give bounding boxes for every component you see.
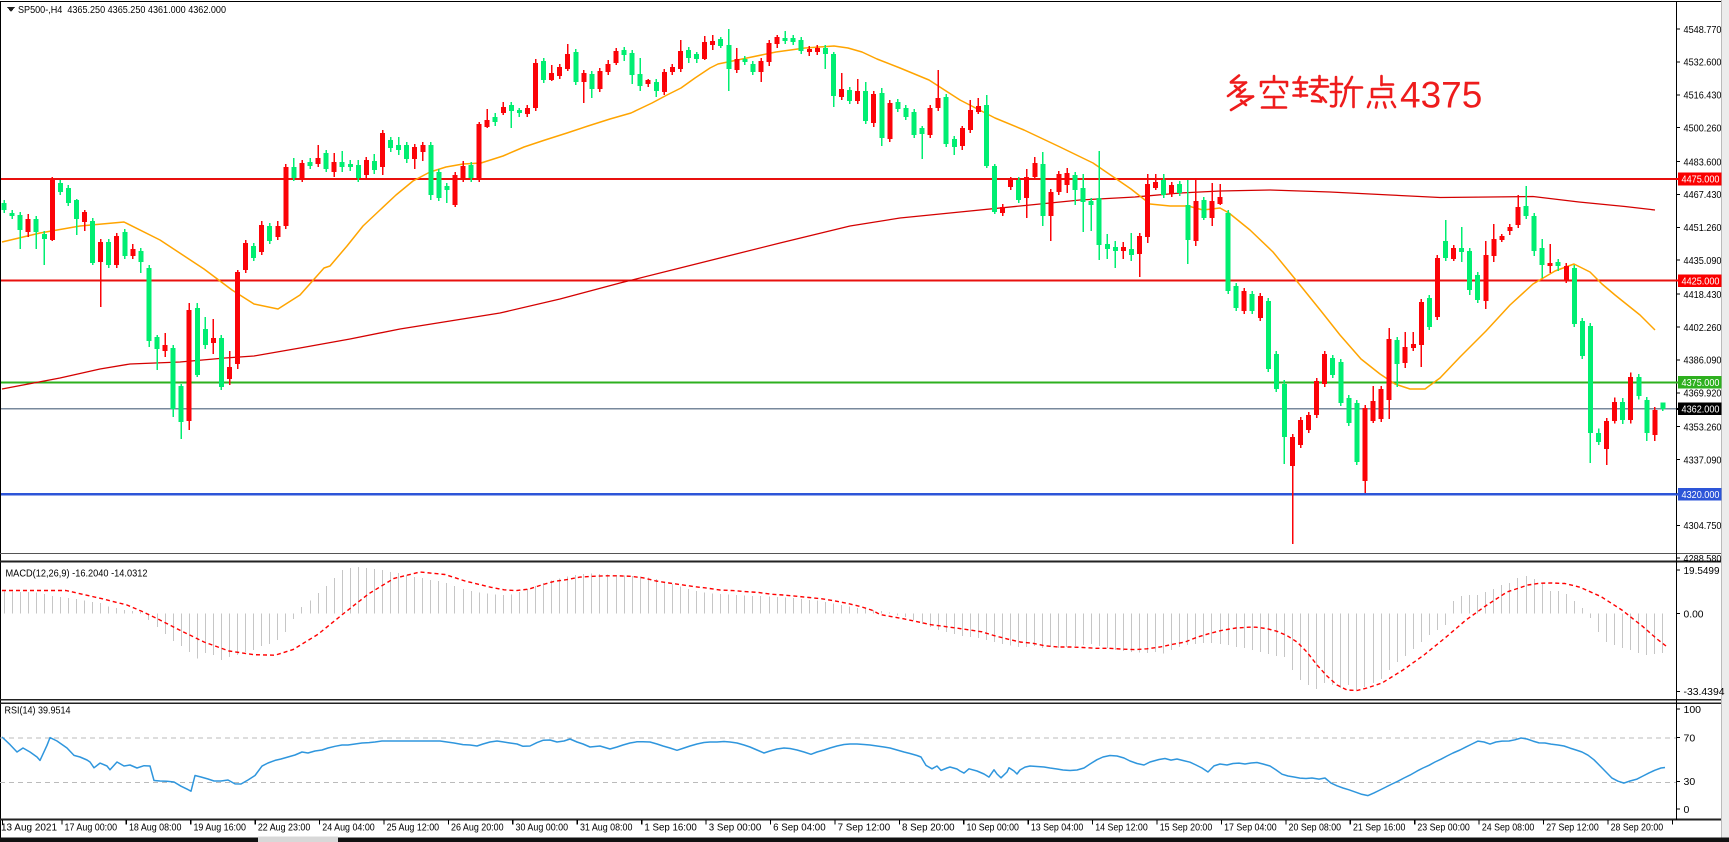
svg-text:21 Sep 16:00: 21 Sep 16:00 [1353, 823, 1406, 834]
svg-text:4288.580: 4288.580 [1684, 553, 1722, 565]
svg-text:6 Sep 04:00: 6 Sep 04:00 [773, 823, 826, 834]
svg-text:4467.430: 4467.430 [1684, 189, 1722, 201]
svg-text:4516.430: 4516.430 [1684, 90, 1722, 102]
svg-text:-33.4394: -33.4394 [1684, 686, 1725, 698]
svg-text:4362.000: 4362.000 [1682, 404, 1720, 416]
svg-text:22 Aug 23:00: 22 Aug 23:00 [258, 823, 311, 834]
svg-text:10 Sep 00:00: 10 Sep 00:00 [966, 823, 1019, 834]
svg-text:27 Sep 12:00: 27 Sep 12:00 [1546, 823, 1599, 834]
svg-text:0: 0 [1684, 804, 1690, 816]
svg-text:25 Aug 12:00: 25 Aug 12:00 [387, 823, 440, 834]
svg-text:18 Aug 08:00: 18 Aug 08:00 [129, 823, 182, 834]
svg-text:4337.090: 4337.090 [1684, 454, 1722, 466]
svg-text:4500.260: 4500.260 [1684, 123, 1722, 135]
svg-text:4304.750: 4304.750 [1684, 520, 1722, 532]
svg-text:0.00: 0.00 [1684, 608, 1704, 620]
svg-text:13 Aug 2021: 13 Aug 2021 [1, 823, 57, 834]
svg-text:4483.600: 4483.600 [1684, 156, 1722, 168]
svg-text:4353.260: 4353.260 [1684, 421, 1722, 433]
svg-text:100: 100 [1684, 704, 1702, 716]
svg-text:SP500-,H4 4365.250 4365.250 4: SP500-,H4 4365.250 4365.250 4361.000 436… [18, 4, 226, 16]
svg-text:4320.000: 4320.000 [1682, 489, 1720, 501]
svg-text:70: 70 [1684, 733, 1696, 745]
svg-text:17 Sep 04:00: 17 Sep 04:00 [1224, 823, 1277, 834]
svg-text:23 Sep 00:00: 23 Sep 00:00 [1417, 823, 1470, 834]
svg-text:24 Sep 08:00: 24 Sep 08:00 [1482, 823, 1535, 834]
svg-text:4548.770: 4548.770 [1684, 24, 1722, 36]
svg-text:4369.920: 4369.920 [1684, 388, 1722, 400]
svg-text:MACD(12,26,9) -16.2040 -14.031: MACD(12,26,9) -16.2040 -14.0312 [6, 567, 148, 579]
svg-text:26 Aug 20:00: 26 Aug 20:00 [451, 823, 504, 834]
svg-text:30: 30 [1684, 776, 1696, 788]
svg-text:19 Aug 16:00: 19 Aug 16:00 [193, 823, 246, 834]
svg-text:15 Sep 20:00: 15 Sep 20:00 [1160, 823, 1213, 834]
svg-text:3 Sep 00:00: 3 Sep 00:00 [709, 823, 762, 834]
svg-text:4418.430: 4418.430 [1684, 289, 1722, 301]
svg-text:RSI(14) 39.9514: RSI(14) 39.9514 [5, 704, 71, 716]
svg-text:4435.090: 4435.090 [1684, 255, 1722, 267]
svg-text:4475.000: 4475.000 [1682, 174, 1720, 186]
svg-text:17 Aug 00:00: 17 Aug 00:00 [65, 823, 118, 834]
svg-text:24 Aug 04:00: 24 Aug 04:00 [322, 823, 375, 834]
svg-text:13 Sep 04:00: 13 Sep 04:00 [1031, 823, 1084, 834]
svg-text:31 Aug 08:00: 31 Aug 08:00 [580, 823, 633, 834]
svg-text:4386.090: 4386.090 [1684, 355, 1722, 367]
svg-text:19.5499: 19.5499 [1684, 565, 1720, 577]
svg-text:4532.600: 4532.600 [1684, 57, 1722, 69]
svg-text:4451.260: 4451.260 [1684, 222, 1722, 234]
svg-text:4425.000: 4425.000 [1682, 275, 1720, 287]
svg-text:4375: 4375 [1400, 75, 1482, 116]
svg-text:4375.000: 4375.000 [1682, 377, 1720, 389]
svg-text:8 Sep 20:00: 8 Sep 20:00 [902, 823, 955, 834]
svg-text:30 Aug 00:00: 30 Aug 00:00 [516, 823, 569, 834]
svg-text:7 Sep 12:00: 7 Sep 12:00 [838, 823, 891, 834]
svg-text:4402.260: 4402.260 [1684, 322, 1722, 334]
svg-text:14 Sep 12:00: 14 Sep 12:00 [1095, 823, 1148, 834]
svg-text:20 Sep 08:00: 20 Sep 08:00 [1289, 823, 1342, 834]
svg-text:1 Sep 16:00: 1 Sep 16:00 [644, 823, 697, 834]
svg-text:28 Sep 20:00: 28 Sep 20:00 [1611, 823, 1664, 834]
